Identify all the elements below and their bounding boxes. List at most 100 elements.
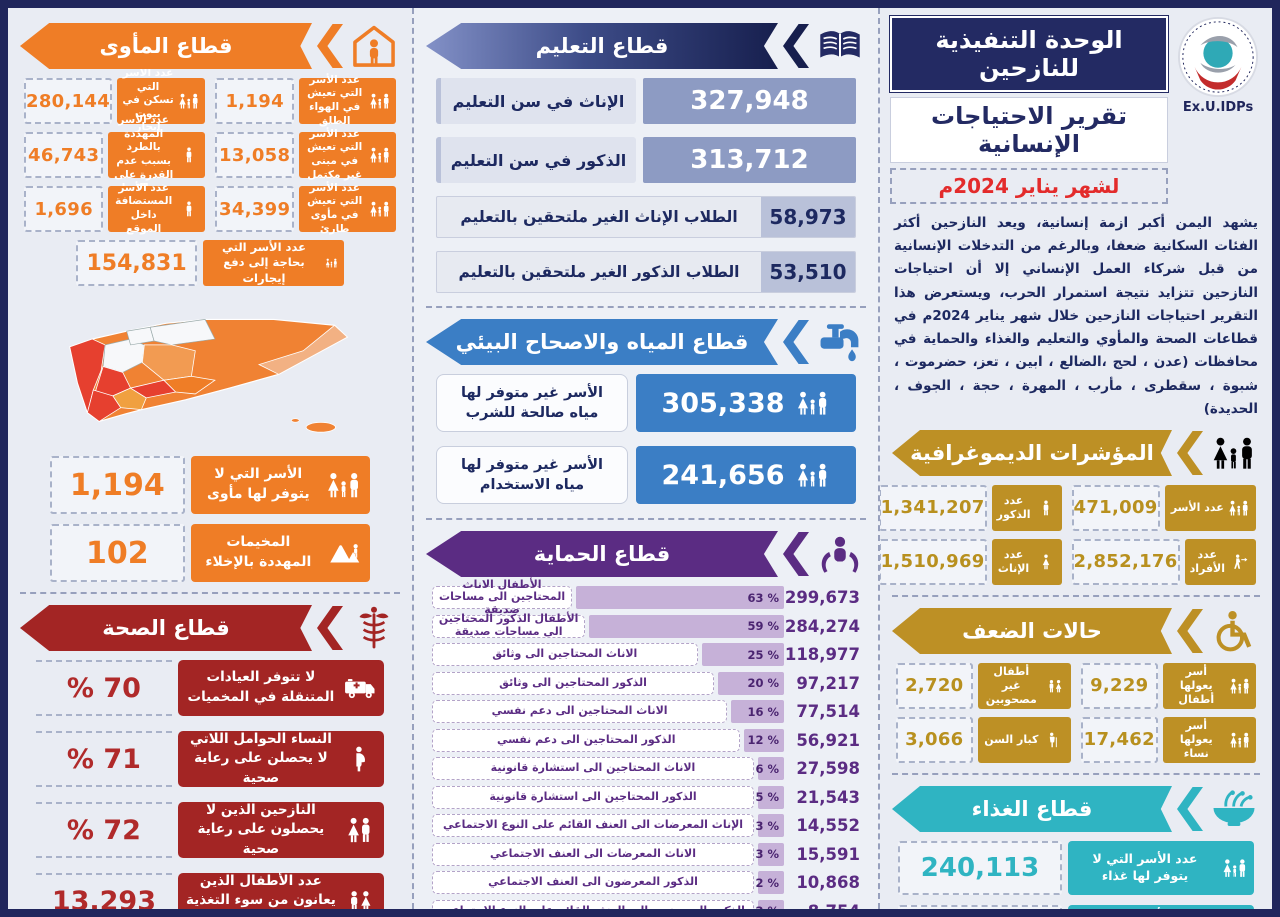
food-header: قطاع الغذاء bbox=[892, 785, 1260, 833]
chevron-icon bbox=[317, 24, 343, 68]
column-shelter-health: قطاع المأوى عدد الأسر التي تعيش في الهوا… bbox=[8, 8, 412, 909]
food-stat: عدد الأسر التي لا يتوفر لها غذاء 240,113 bbox=[898, 840, 1254, 895]
protection-label: الاناث المحتاجين الى دعم نفسي bbox=[432, 700, 728, 723]
stat-item: عدد الأفراد 2,852,176 bbox=[1071, 538, 1256, 585]
stat-value: 52,539 bbox=[898, 904, 1062, 909]
stat-value: 17,462 bbox=[1081, 716, 1158, 763]
demographics-title: المؤشرات الديموغرافية bbox=[892, 429, 1172, 476]
stat-item: أسر يعولها نساء 17,462 bbox=[1081, 716, 1256, 763]
protection-value: 77,514 bbox=[796, 702, 860, 721]
water-stat-row: الأسر غير متوفر لها مياه الاستخدام 241,6… bbox=[436, 446, 856, 504]
org-title: الوحدة التنفيذية للنازحين bbox=[889, 15, 1169, 93]
divider bbox=[892, 772, 1260, 775]
stat-icon bbox=[369, 198, 391, 220]
stat-icon bbox=[1035, 497, 1057, 519]
health-stat-row: النساء الحوامل اللاتي لا يحصلن على رعاية… bbox=[36, 731, 384, 787]
divider bbox=[892, 594, 1260, 597]
stat-item: عدد الأسر التي تعيش في مأوى طارئ 34,399 bbox=[215, 182, 396, 235]
report-month: لشهر يناير 2024م bbox=[890, 168, 1168, 204]
stat-item: أطفال غير مصحوبين 2,720 bbox=[896, 662, 1071, 709]
section-demographics: المؤشرات الديموغرافية عدد الأسر 471,009 bbox=[880, 429, 1264, 585]
org-logo-emblem bbox=[1177, 16, 1259, 98]
protection-row: الذكور المحتاجين الى دعم نفسي 12 % 56,92… bbox=[432, 728, 860, 752]
stat-value: 46,743 bbox=[24, 132, 104, 178]
divider bbox=[426, 306, 866, 308]
stat-item: عدد الأسر المستضافة داخل الموقع 1,696 bbox=[24, 182, 205, 235]
stat-item: عدد الأسر 471,009 bbox=[1071, 484, 1256, 531]
protection-header: قطاع الحماية bbox=[426, 530, 866, 578]
stat-label: عدد الأسر التي تعيش في مأوى طارئ bbox=[299, 182, 396, 235]
report-titles: الوحدة التنفيذية للنازحين تقرير الاحتياج… bbox=[889, 15, 1169, 204]
protection-row: الذكور المعرضون الى العنف الاجتماعي 2 % … bbox=[432, 871, 860, 894]
stat-icon bbox=[178, 198, 200, 220]
protection-value: 15,591 bbox=[796, 844, 860, 864]
divider bbox=[20, 592, 400, 594]
water-stat-row: الأسر غير متوفر لها مياه صالحة للشرب 305… bbox=[436, 374, 856, 432]
stat-label: عدد الأسر التي تعيش في الهواء الطلق bbox=[299, 74, 396, 127]
protection-label: الاناث المعرضات الى العنف الاجتماعي bbox=[432, 842, 754, 866]
education-strip-row: الطلاب الذكور الغير ملتحقين بالتعليم 53,… bbox=[436, 251, 856, 293]
protection-label: الأطفال الذكور المحتاجين الى مساحات صديق… bbox=[432, 612, 586, 638]
stat-label: أطفال غير مصحوبين bbox=[977, 662, 1071, 709]
stat-value: 240,113 bbox=[898, 840, 1062, 895]
water-title: قطاع المياه والاصحاح البيئي bbox=[426, 319, 778, 365]
stat-icon bbox=[344, 744, 376, 774]
water-rows: الأسر غير متوفر لها مياه صالحة للشرب 305… bbox=[422, 374, 870, 504]
family-icon bbox=[796, 388, 830, 418]
education-label: الذكور في سن التعليم bbox=[436, 137, 636, 183]
protection-label: الذكور المعرضون الى العنف الاجتماعي bbox=[432, 871, 754, 894]
chevron-icon bbox=[1177, 786, 1203, 831]
protection-label: الذكور المحتاجين الى دعم نفسي bbox=[432, 728, 741, 752]
stat-value: 1,194 bbox=[215, 78, 295, 124]
protection-row: الاناث المحتاجين الى دعم نفسي 16 % 77,51… bbox=[432, 700, 860, 723]
stat-value: 1,341,207 bbox=[880, 484, 987, 531]
stat-value: 3,066 bbox=[896, 716, 973, 763]
stat-item: عدد الإناث 1,510,969 bbox=[880, 538, 1062, 585]
protection-title: قطاع الحماية bbox=[426, 531, 778, 577]
protection-label: الأطفال الاناث المحتاجين الى مساحات صديق… bbox=[432, 578, 573, 616]
shelter-title: قطاع المأوى bbox=[20, 23, 312, 69]
protection-value: 14,552 bbox=[796, 816, 860, 835]
stat-icon bbox=[369, 144, 391, 166]
stat-label: كبار السن bbox=[977, 716, 1071, 763]
protection-bar: 16 % bbox=[731, 700, 784, 723]
stat-icon bbox=[1229, 675, 1251, 697]
stat-item: عدد الأسر المهددة بالطرد بسبب عدم القدرة… bbox=[24, 114, 205, 194]
protection-value: 27,598 bbox=[796, 759, 860, 778]
food-bowl-icon bbox=[1208, 785, 1260, 833]
protection-value: 56,921 bbox=[796, 730, 860, 750]
column-overview: Ex.U.IDPs الوحدة التنفيذية للنازحين تقري… bbox=[880, 8, 1272, 909]
shelter-rent-stat: عدد الأسر التي بحاجة إلى دفع إيجارات 154… bbox=[76, 240, 344, 286]
stat-label: عدد الأسر التي تعيش في مبنى غير مكتمل bbox=[299, 128, 396, 181]
stat-label: النازحين الذين لا يحصلون على رعاية صحية bbox=[177, 802, 384, 858]
stat-icon bbox=[1228, 497, 1250, 519]
protection-label: الذكور المعرضون الى العنف القائم على الن… bbox=[432, 899, 754, 909]
stat-item: عدد الأسر التي تعيش في الهواء الطلق 1,19… bbox=[215, 74, 396, 127]
shelter-big-stat: المخيمات المهددة بالإخلاء 102 bbox=[50, 524, 370, 582]
protection-bar: 20 % bbox=[718, 671, 784, 695]
stat-label: أسر يعولها نساء bbox=[1162, 716, 1256, 763]
stat-item: عدد الذكور 1,341,207 bbox=[880, 484, 1062, 531]
stat-value: % 72 bbox=[36, 802, 172, 858]
stat-icon bbox=[326, 536, 362, 570]
stat-value: 13,058 bbox=[215, 132, 295, 178]
chevron-icon bbox=[783, 24, 809, 68]
stat-value: 2,720 bbox=[896, 662, 973, 709]
stat-value: 1,696 bbox=[24, 186, 104, 232]
stat-label: عدد الأسر التي لا يتوفر لها غذاء bbox=[1068, 840, 1254, 895]
stat-label: عدد الإناث bbox=[991, 538, 1062, 585]
stat-label: عدد الأسر التي بحاجة إلى دفع إيجارات bbox=[203, 240, 344, 286]
chevron-icon bbox=[1177, 430, 1203, 475]
education-label: الطلاب الإناث الغير ملتحقين بالتعليم bbox=[460, 208, 738, 226]
shelter-big-stats: الأسر التي لا يتوفر لها مأوى 1,194 المخي… bbox=[16, 456, 404, 582]
stat-icon bbox=[1044, 675, 1066, 697]
education-strips: الطلاب الإناث الغير ملتحقين بالتعليم 58,… bbox=[422, 196, 870, 293]
protection-bar: 25 % bbox=[701, 643, 784, 666]
education-value: 53,510 bbox=[761, 252, 855, 292]
caduceus-icon bbox=[348, 604, 400, 652]
stat-value: 1,510,969 bbox=[880, 538, 987, 585]
education-bar-row: الذكور في سن التعليم 313,712 bbox=[436, 137, 856, 183]
health-stat-row: عدد الأطفال الذين يعانون من سوء التغذية … bbox=[36, 873, 384, 909]
family-group-icon bbox=[1208, 429, 1260, 477]
protection-value: 10,868 bbox=[796, 873, 860, 892]
